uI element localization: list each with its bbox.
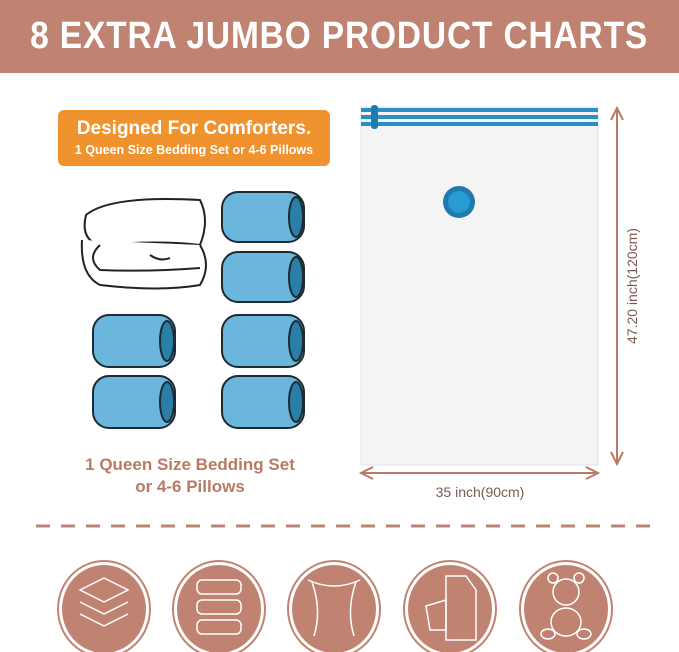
curtains-icon	[287, 560, 381, 652]
clothes-icon	[403, 560, 497, 652]
usage-icons	[57, 560, 613, 652]
pillow-icon	[221, 314, 305, 368]
caption-line2: or 4-6 Pillows	[135, 477, 245, 496]
pillow-icon	[221, 191, 305, 243]
page-title: 8 EXTRA JUMBO PRODUCT CHARTS	[30, 15, 649, 57]
towels-icon	[57, 560, 151, 652]
width-label: 35 inch(90cm)	[435, 484, 525, 500]
teddy-bear-icon	[519, 560, 613, 652]
pillow-icons	[92, 191, 305, 429]
capacity-caption: 1 Queen Size Bedding Set or 4-6 Pillows	[40, 454, 340, 498]
vacuum-bag	[360, 105, 599, 466]
height-label: 47.20 inch(120cm)	[624, 228, 640, 344]
width-arrow	[358, 466, 601, 480]
comforter-icon	[80, 198, 207, 290]
pillow-icon	[221, 251, 305, 303]
usage-badge: Designed For Comforters. 1 Queen Size Be…	[58, 110, 330, 166]
header-banner: 8 EXTRA JUMBO PRODUCT CHARTS	[0, 0, 679, 73]
pillow-icon	[92, 375, 176, 429]
badge-line2: 1 Queen Size Bedding Set or 4-6 Pillows	[74, 143, 314, 157]
caption-line1: 1 Queen Size Bedding Set	[85, 455, 295, 474]
height-arrow	[610, 105, 624, 467]
badge-line1: Designed For Comforters.	[76, 118, 312, 139]
pillow-icon	[92, 314, 176, 368]
pillow-icon	[221, 375, 305, 429]
pillows-icon	[172, 560, 266, 652]
